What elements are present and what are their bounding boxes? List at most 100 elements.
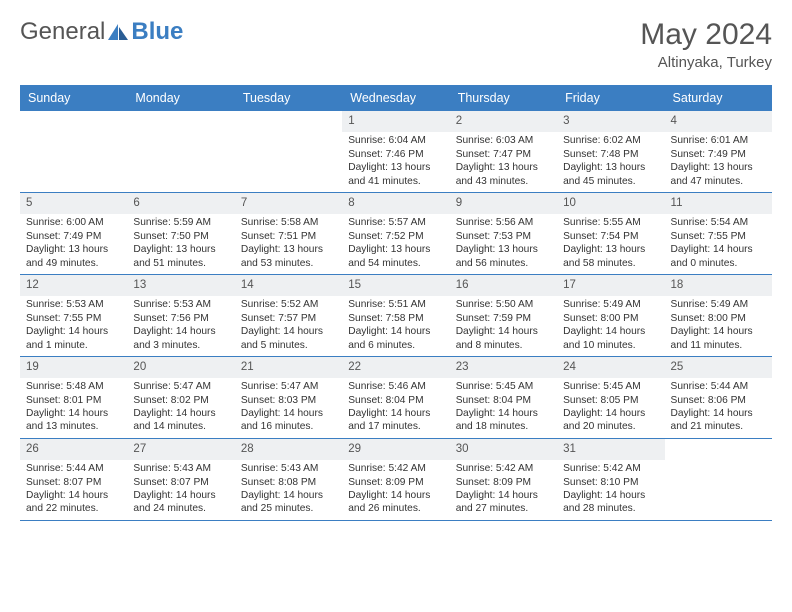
day-details: Sunrise: 6:03 AMSunset: 7:47 PMDaylight:…: [450, 134, 557, 192]
daylight-text: Daylight: 14 hours and 17 minutes.: [348, 407, 443, 434]
sunset-text: Sunset: 8:07 PM: [133, 476, 228, 489]
day-number: 3: [557, 111, 664, 132]
day-details: Sunrise: 5:46 AMSunset: 8:04 PMDaylight:…: [342, 380, 449, 438]
day-details: Sunrise: 5:42 AMSunset: 8:09 PMDaylight:…: [450, 462, 557, 520]
daylight-text: Daylight: 13 hours and 56 minutes.: [456, 243, 551, 270]
daylight-text: Daylight: 13 hours and 45 minutes.: [563, 161, 658, 188]
sunset-text: Sunset: 8:04 PM: [456, 394, 551, 407]
day-number: 10: [557, 193, 664, 214]
day-number: 22: [342, 357, 449, 378]
day-number: 23: [450, 357, 557, 378]
title-block: May 2024 Altinyaka, Turkey: [640, 18, 772, 71]
logo-sail-icon: [107, 23, 129, 41]
calendar-day: 31Sunrise: 5:42 AMSunset: 8:10 PMDayligh…: [557, 439, 664, 520]
day-details: Sunrise: 5:45 AMSunset: 8:05 PMDaylight:…: [557, 380, 664, 438]
sunrise-text: Sunrise: 5:46 AM: [348, 380, 443, 393]
calendar-day: 23Sunrise: 5:45 AMSunset: 8:04 PMDayligh…: [450, 357, 557, 438]
sunset-text: Sunset: 7:49 PM: [671, 148, 766, 161]
day-details: Sunrise: 5:54 AMSunset: 7:55 PMDaylight:…: [665, 216, 772, 274]
calendar-day: 26Sunrise: 5:44 AMSunset: 8:07 PMDayligh…: [20, 439, 127, 520]
daylight-text: Daylight: 14 hours and 14 minutes.: [133, 407, 228, 434]
sunset-text: Sunset: 7:49 PM: [26, 230, 121, 243]
day-number: 4: [665, 111, 772, 132]
sunrise-text: Sunrise: 6:02 AM: [563, 134, 658, 147]
calendar-day: [20, 111, 127, 192]
weekday-header: Thursday: [450, 85, 557, 111]
daylight-text: Daylight: 14 hours and 5 minutes.: [241, 325, 336, 352]
sunset-text: Sunset: 8:04 PM: [348, 394, 443, 407]
sunrise-text: Sunrise: 5:43 AM: [133, 462, 228, 475]
calendar-day: [235, 111, 342, 192]
day-details: Sunrise: 5:47 AMSunset: 8:02 PMDaylight:…: [127, 380, 234, 438]
weekday-header: Wednesday: [342, 85, 449, 111]
sunrise-text: Sunrise: 6:01 AM: [671, 134, 766, 147]
calendar-day: 16Sunrise: 5:50 AMSunset: 7:59 PMDayligh…: [450, 275, 557, 356]
sunrise-text: Sunrise: 5:50 AM: [456, 298, 551, 311]
daylight-text: Daylight: 14 hours and 8 minutes.: [456, 325, 551, 352]
sunrise-text: Sunrise: 5:52 AM: [241, 298, 336, 311]
calendar-day: 29Sunrise: 5:42 AMSunset: 8:09 PMDayligh…: [342, 439, 449, 520]
sunrise-text: Sunrise: 5:53 AM: [26, 298, 121, 311]
calendar-day: 30Sunrise: 5:42 AMSunset: 8:09 PMDayligh…: [450, 439, 557, 520]
sunrise-text: Sunrise: 6:00 AM: [26, 216, 121, 229]
day-number: 27: [127, 439, 234, 460]
daylight-text: Daylight: 14 hours and 22 minutes.: [26, 489, 121, 516]
logo-text-2: Blue: [131, 18, 183, 46]
daylight-text: Daylight: 13 hours and 43 minutes.: [456, 161, 551, 188]
daylight-text: Daylight: 14 hours and 27 minutes.: [456, 489, 551, 516]
sunset-text: Sunset: 7:59 PM: [456, 312, 551, 325]
day-details: Sunrise: 5:45 AMSunset: 8:04 PMDaylight:…: [450, 380, 557, 438]
day-number: 9: [450, 193, 557, 214]
daylight-text: Daylight: 14 hours and 6 minutes.: [348, 325, 443, 352]
logo-text-1: General: [20, 18, 105, 46]
day-number: 20: [127, 357, 234, 378]
sunrise-text: Sunrise: 5:56 AM: [456, 216, 551, 229]
day-number: 14: [235, 275, 342, 296]
calendar-day: 4Sunrise: 6:01 AMSunset: 7:49 PMDaylight…: [665, 111, 772, 192]
day-details: Sunrise: 5:51 AMSunset: 7:58 PMDaylight:…: [342, 298, 449, 356]
sunrise-text: Sunrise: 5:43 AM: [241, 462, 336, 475]
day-details: Sunrise: 6:02 AMSunset: 7:48 PMDaylight:…: [557, 134, 664, 192]
sunrise-text: Sunrise: 5:49 AM: [671, 298, 766, 311]
sunrise-text: Sunrise: 5:55 AM: [563, 216, 658, 229]
sunset-text: Sunset: 7:57 PM: [241, 312, 336, 325]
day-number: 19: [20, 357, 127, 378]
daylight-text: Daylight: 14 hours and 13 minutes.: [26, 407, 121, 434]
calendar-day: 17Sunrise: 5:49 AMSunset: 8:00 PMDayligh…: [557, 275, 664, 356]
page-header: General Blue May 2024 Altinyaka, Turkey: [20, 18, 772, 71]
sunset-text: Sunset: 8:09 PM: [456, 476, 551, 489]
calendar-day: 20Sunrise: 5:47 AMSunset: 8:02 PMDayligh…: [127, 357, 234, 438]
daylight-text: Daylight: 14 hours and 18 minutes.: [456, 407, 551, 434]
calendar-day: 21Sunrise: 5:47 AMSunset: 8:03 PMDayligh…: [235, 357, 342, 438]
calendar-day: 19Sunrise: 5:48 AMSunset: 8:01 PMDayligh…: [20, 357, 127, 438]
calendar-day: 10Sunrise: 5:55 AMSunset: 7:54 PMDayligh…: [557, 193, 664, 274]
sunset-text: Sunset: 8:07 PM: [26, 476, 121, 489]
calendar-day: 18Sunrise: 5:49 AMSunset: 8:00 PMDayligh…: [665, 275, 772, 356]
calendar-day: 27Sunrise: 5:43 AMSunset: 8:07 PMDayligh…: [127, 439, 234, 520]
sunrise-text: Sunrise: 5:42 AM: [563, 462, 658, 475]
sunset-text: Sunset: 7:55 PM: [26, 312, 121, 325]
day-number: 21: [235, 357, 342, 378]
sunrise-text: Sunrise: 5:59 AM: [133, 216, 228, 229]
sunset-text: Sunset: 8:06 PM: [671, 394, 766, 407]
sunrise-text: Sunrise: 5:44 AM: [671, 380, 766, 393]
daylight-text: Daylight: 13 hours and 53 minutes.: [241, 243, 336, 270]
sunrise-text: Sunrise: 5:58 AM: [241, 216, 336, 229]
sunset-text: Sunset: 7:48 PM: [563, 148, 658, 161]
day-number: 24: [557, 357, 664, 378]
day-details: Sunrise: 5:44 AMSunset: 8:07 PMDaylight:…: [20, 462, 127, 520]
day-number: 29: [342, 439, 449, 460]
day-details: Sunrise: 5:55 AMSunset: 7:54 PMDaylight:…: [557, 216, 664, 274]
sunrise-text: Sunrise: 5:42 AM: [348, 462, 443, 475]
sunrise-text: Sunrise: 5:54 AM: [671, 216, 766, 229]
sunset-text: Sunset: 7:53 PM: [456, 230, 551, 243]
weekday-header: Friday: [557, 85, 664, 111]
calendar-day: 2Sunrise: 6:03 AMSunset: 7:47 PMDaylight…: [450, 111, 557, 192]
day-number: 8: [342, 193, 449, 214]
calendar-day: 9 Sunrise: 5:56 AMSunset: 7:53 PMDaylight…: [450, 193, 557, 274]
day-number: 18: [665, 275, 772, 296]
sunset-text: Sunset: 7:50 PM: [133, 230, 228, 243]
calendar-day: 8Sunrise: 5:57 AMSunset: 7:52 PMDaylight…: [342, 193, 449, 274]
day-details: Sunrise: 5:43 AMSunset: 8:07 PMDaylight:…: [127, 462, 234, 520]
sunset-text: Sunset: 8:10 PM: [563, 476, 658, 489]
